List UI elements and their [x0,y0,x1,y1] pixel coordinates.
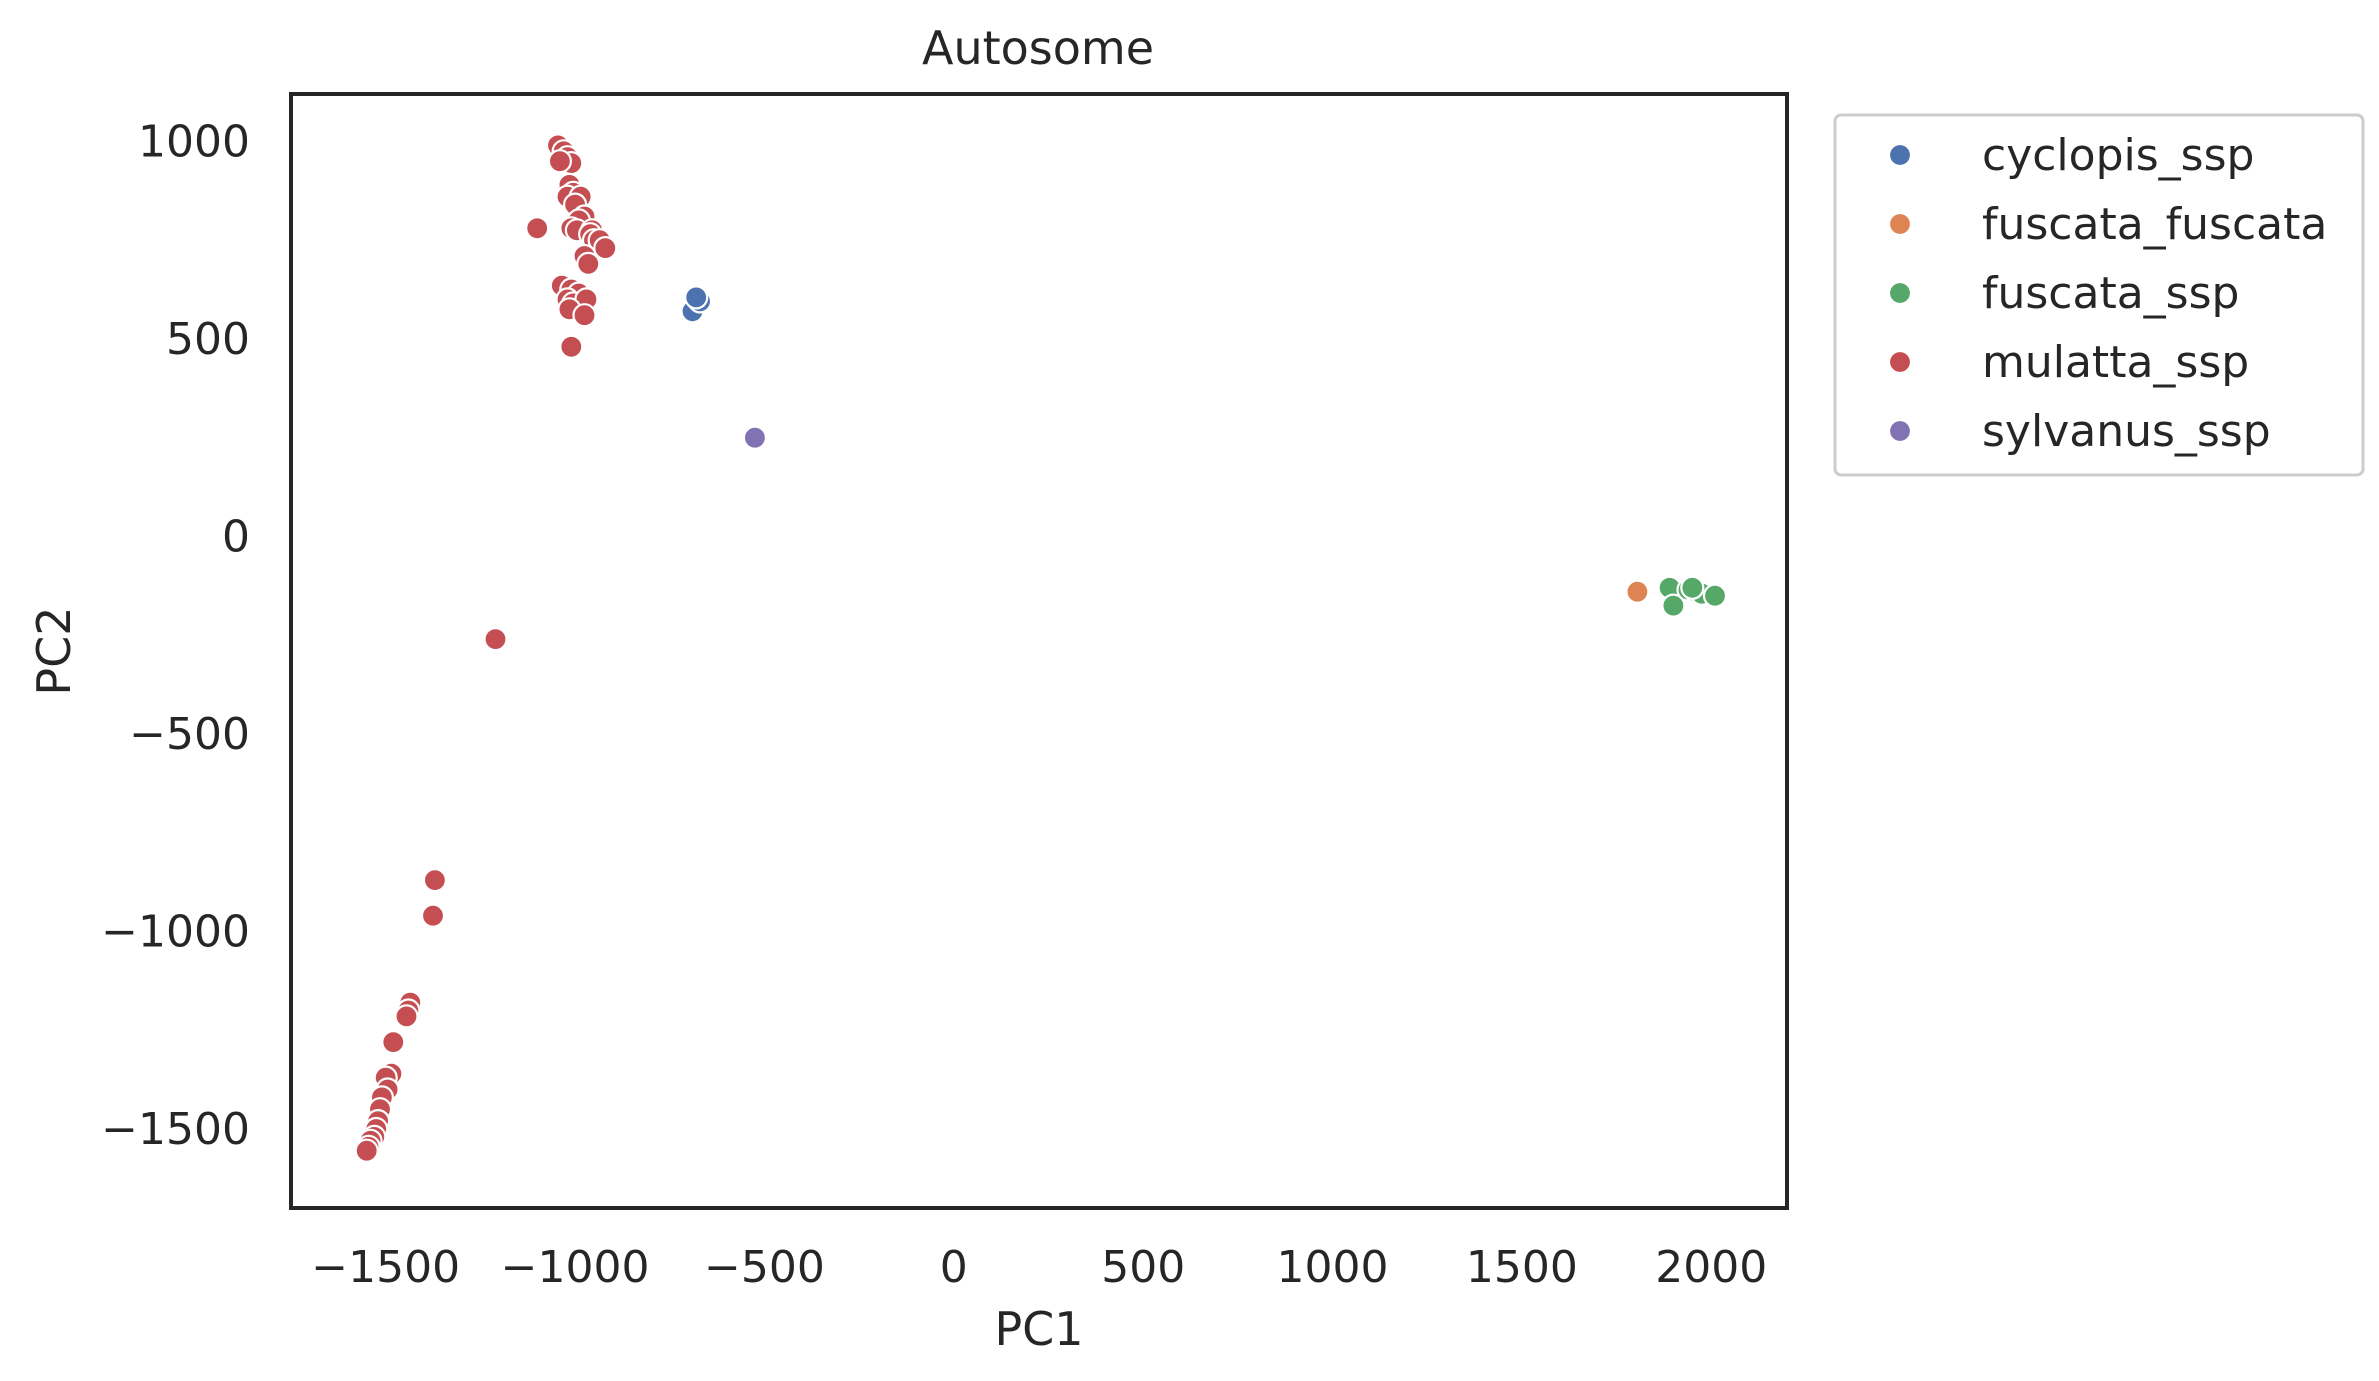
data-point-fuscata-ssp [1680,575,1705,600]
x-tick-label: −1500 [311,1242,460,1293]
data-point-mulatta-ssp [422,867,447,893]
chart-title: Autosome [922,21,1154,75]
y-tick-label: 500 [166,314,250,365]
y-tick-label: −1500 [101,1104,250,1155]
legend-marker [1887,349,1913,375]
data-points [354,133,1728,1163]
data-point-mulatta-ssp [394,1004,419,1029]
x-tick-label: 500 [1101,1242,1185,1293]
data-point-mulatta-ssp [483,626,508,652]
legend-frame [1833,113,2365,477]
plot-frame [289,92,1789,1210]
x-tick-label: 0 [940,1242,968,1293]
legend-label: mulatta_ssp [1982,337,2249,388]
y-tick-label: −1000 [101,907,250,958]
x-tick-label: 1000 [1277,1242,1389,1293]
legend-label: fuscata_ssp [1982,268,2239,319]
legend-marker [1887,211,1913,237]
x-axis-label: PC1 [994,1302,1083,1356]
legend-marker [1887,142,1913,168]
data-point-fuscata-fuscata [1625,579,1650,604]
legend-items: cyclopis_ssp fuscata_fuscata fuscata_sspmu… [1887,130,2327,457]
x-tick-label: −1000 [501,1242,650,1293]
data-point-mulatta-ssp [525,216,550,241]
data-point-mulatta-ssp [559,334,584,359]
legend-label: sylvanus_ssp [1982,406,2271,457]
data-point-mulatta-ssp [572,303,597,328]
x-tick-label: 2000 [1655,1242,1767,1293]
data-point-mulatta-ssp [547,149,573,174]
data-point-sylvanus-ssp [742,425,768,450]
legend-label: cyclopis_ssp [1982,130,2254,181]
x-tick-label: −500 [704,1242,825,1293]
x-tick-label: 1500 [1466,1242,1578,1293]
data-point-cyclopis-ssp [684,285,709,310]
data-point-fuscata-ssp [1661,593,1686,618]
legend: cyclopis_ssp fuscata_fuscata fuscata_sspmu… [1833,113,2365,477]
y-axis-ticks: 1000 500 0 −500 −1000 −1500 [101,116,250,1155]
x-axis-ticks: −1500 −1000 −500 0 500 1000 1500 2000 [311,1242,1767,1293]
y-tick-label: 1000 [138,116,250,167]
data-point-mulatta-ssp [420,903,446,928]
y-axis-label: PC2 [27,606,81,695]
data-point-mulatta-ssp [381,1029,406,1055]
y-tick-label: 0 [222,511,250,562]
legend-marker [1887,418,1913,444]
data-point-fuscata-ssp [1702,583,1728,608]
legend-label: fuscata_fuscata [1982,199,2327,250]
legend-marker [1887,280,1913,306]
data-point-mulatta-ssp [576,251,601,276]
data-point-mulatta-ssp [354,1138,379,1163]
y-tick-label: −500 [129,709,250,760]
data-point-mulatta-ssp [593,236,618,261]
